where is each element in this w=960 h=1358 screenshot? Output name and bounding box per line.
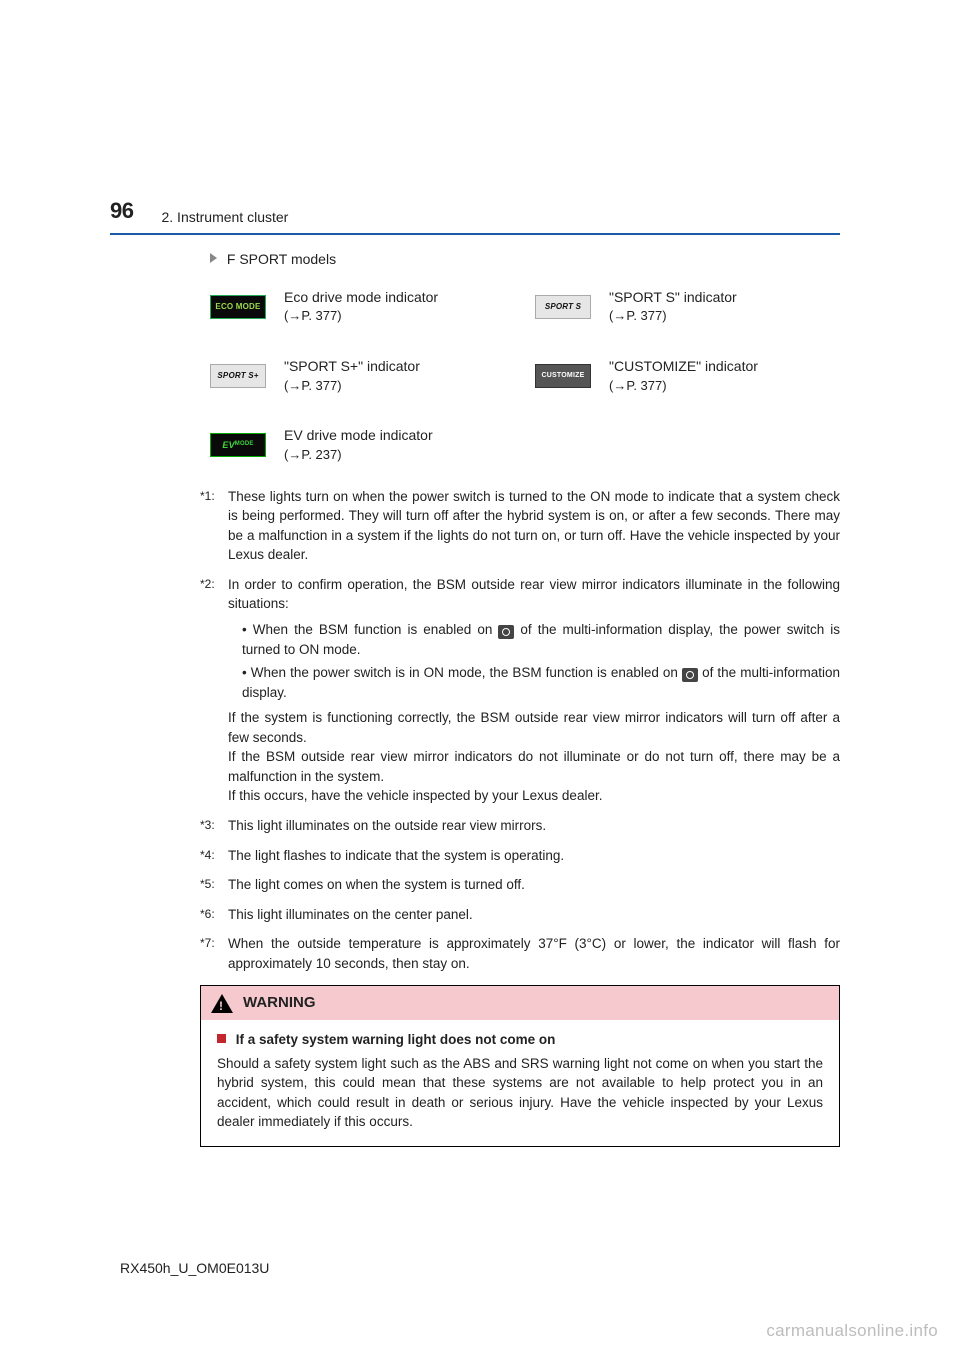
indicator-ref: (→P. 377): [609, 377, 758, 396]
indicator-customize: CUSTOMIZE "CUSTOMIZE" indicator (→P. 377…: [535, 356, 840, 395]
ev-mode-icon: EVMODE: [210, 433, 266, 457]
indicator-text: "CUSTOMIZE" indicator (→P. 377): [609, 356, 758, 395]
footnote-body: The light flashes to indicate that the s…: [228, 846, 840, 866]
indicator-label: "SPORT S+" indicator: [284, 356, 420, 376]
indicator-ev-mode: EVMODE EV drive mode indicator (→P. 237): [210, 425, 515, 464]
footnote-marker: *3:: [200, 816, 228, 836]
footnote-body: When the outside temperature is approxim…: [228, 934, 840, 973]
indicator-label: "CUSTOMIZE" indicator: [609, 356, 758, 376]
footnote-body: This light illuminates on the outside re…: [228, 816, 840, 836]
indicator-sport-s: SPORT S "SPORT S" indicator (→P. 377): [535, 287, 840, 326]
list-item: When the power switch is in ON mode, the…: [242, 663, 840, 702]
settings-icon: [682, 668, 698, 682]
warning-title-text: If a safety system warning light does no…: [236, 1032, 556, 1047]
list-text: When the BSM function is enabled on: [253, 622, 499, 637]
sport-s-plus-icon: SPORT S+: [210, 364, 266, 388]
footnote-list: When the BSM function is enabled on of t…: [242, 620, 840, 702]
warning-head-text: WARNING: [243, 992, 316, 1014]
sport-s-icon: SPORT S: [535, 295, 591, 319]
footnote-5: *5: The light comes on when the system i…: [200, 875, 840, 895]
footnote-para: If this occurs, have the vehicle inspect…: [228, 786, 840, 806]
indicator-label: Eco drive mode indicator: [284, 287, 438, 307]
indicator-text: Eco drive mode indicator (→P. 377): [284, 287, 438, 326]
indicator-ref: (→P. 377): [284, 307, 438, 326]
warning-box: WARNING If a safety system warning light…: [200, 985, 840, 1147]
triangle-icon: [210, 253, 217, 263]
list-item: When the BSM function is enabled on of t…: [242, 620, 840, 659]
footnote-body: In order to confirm operation, the BSM o…: [228, 575, 840, 806]
indicator-text: "SPORT S+" indicator (→P. 377): [284, 356, 420, 395]
footnote-6: *6: This light illuminates on the center…: [200, 905, 840, 925]
indicator-grid: ECO MODE Eco drive mode indicator (→P. 3…: [210, 287, 840, 464]
footnote-para: If the system is functioning correctly, …: [228, 708, 840, 747]
indicator-ref: (→P. 377): [609, 307, 737, 326]
ev-badge-text: EV: [222, 441, 234, 449]
indicator-eco: ECO MODE Eco drive mode indicator (→P. 3…: [210, 287, 515, 326]
footnote-lead: In order to confirm operation, the BSM o…: [228, 575, 840, 614]
footnote-marker: *7:: [200, 934, 228, 973]
model-subhead: F SPORT models: [210, 249, 840, 269]
footnote-3: *3: This light illuminates on the outsid…: [200, 816, 840, 836]
indicator-ref: (→P. 237): [284, 446, 433, 465]
warning-body: If a safety system warning light does no…: [201, 1020, 839, 1146]
warning-text: Should a safety system light such as the…: [217, 1054, 823, 1132]
document-id: RX450h_U_OM0E013U: [120, 1258, 269, 1278]
footnote-para: If the BSM outside rear view mirror indi…: [228, 747, 840, 786]
red-square-icon: [217, 1034, 226, 1043]
footnote-body: The light comes on when the system is tu…: [228, 875, 840, 895]
footnote-marker: *4:: [200, 846, 228, 866]
indicator-text: "SPORT S" indicator (→P. 377): [609, 287, 737, 326]
ev-badge-sub: MODE: [235, 442, 254, 447]
indicator-label: EV drive mode indicator: [284, 425, 433, 445]
customize-icon: CUSTOMIZE: [535, 364, 591, 388]
footnote-body: This light illuminates on the center pan…: [228, 905, 840, 925]
footnotes: *1: These lights turn on when the power …: [200, 487, 840, 974]
warning-triangle-icon: [211, 994, 233, 1013]
footnote-marker: *1:: [200, 487, 228, 565]
indicator-label: "SPORT S" indicator: [609, 287, 737, 307]
settings-icon: [498, 625, 514, 639]
page-number: 96: [110, 195, 133, 227]
footnote-body: These lights turn on when the power swit…: [228, 487, 840, 565]
eco-mode-icon: ECO MODE: [210, 295, 266, 319]
warning-header: WARNING: [201, 986, 839, 1020]
watermark: carmanualsonline.info: [766, 1319, 938, 1344]
footnote-2: *2: In order to confirm operation, the B…: [200, 575, 840, 806]
footnote-4: *4: The light flashes to indicate that t…: [200, 846, 840, 866]
indicator-sport-s-plus: SPORT S+ "SPORT S+" indicator (→P. 377): [210, 356, 515, 395]
footnote-marker: *2:: [200, 575, 228, 806]
section-title: 2. Instrument cluster: [161, 207, 288, 227]
warning-title: If a safety system warning light does no…: [217, 1030, 823, 1050]
footnote-7: *7: When the outside temperature is appr…: [200, 934, 840, 973]
page-header: 96 2. Instrument cluster: [110, 195, 840, 235]
footnote-marker: *5:: [200, 875, 228, 895]
list-text: When the power switch is in ON mode, the…: [251, 665, 682, 680]
indicator-text: EV drive mode indicator (→P. 237): [284, 425, 433, 464]
footnote-1: *1: These lights turn on when the power …: [200, 487, 840, 565]
footnote-marker: *6:: [200, 905, 228, 925]
subhead-text: F SPORT models: [227, 251, 336, 267]
page: 96 2. Instrument cluster F SPORT models …: [0, 0, 960, 1147]
indicator-ref: (→P. 377): [284, 377, 420, 396]
